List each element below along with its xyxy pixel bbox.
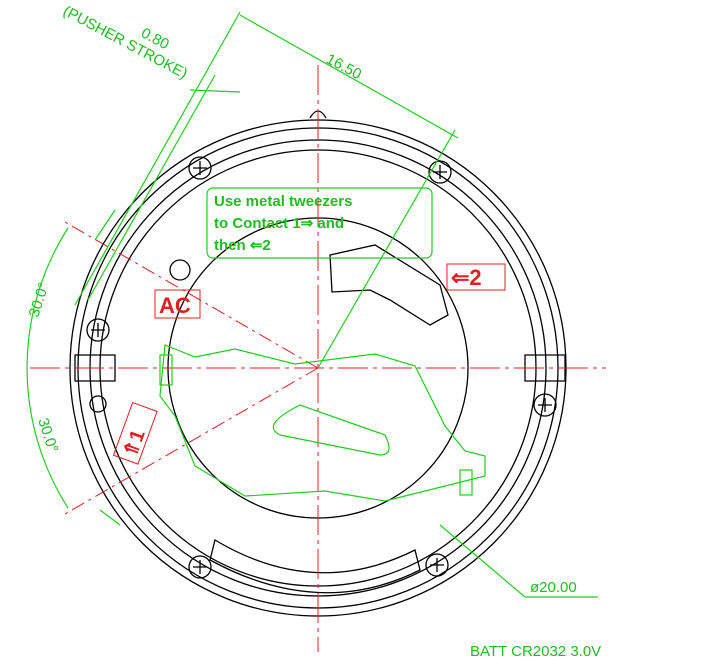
ac-label: AC (159, 293, 191, 318)
instruction-line: Use metal tweezers (214, 193, 352, 210)
caption: BATT CR2032 3.0V (470, 643, 601, 660)
contact-1-group: ⇑1 (114, 403, 158, 465)
instruction-line: then ⇐2 (214, 237, 271, 254)
instruction-line: to Contact 1⇒ and (214, 215, 344, 232)
drawing: Use metal tweezers to Contact 1⇒ and the… (0, 0, 704, 663)
diameter-dimension: ø20.00 (530, 579, 577, 596)
instructions: Use metal tweezers to Contact 1⇒ and the… (214, 193, 352, 254)
angle-top: 30.0° (26, 281, 53, 320)
pusher-stroke: (PUSHER STROKE) (60, 3, 190, 83)
angle-bottom: 30.0° (34, 416, 61, 455)
width-dimension: 16.50 (323, 51, 364, 84)
contact-2-label: ⇐2 (451, 265, 482, 290)
center-lines (30, 65, 606, 652)
contact-1-label: ⇑1 (120, 427, 150, 461)
